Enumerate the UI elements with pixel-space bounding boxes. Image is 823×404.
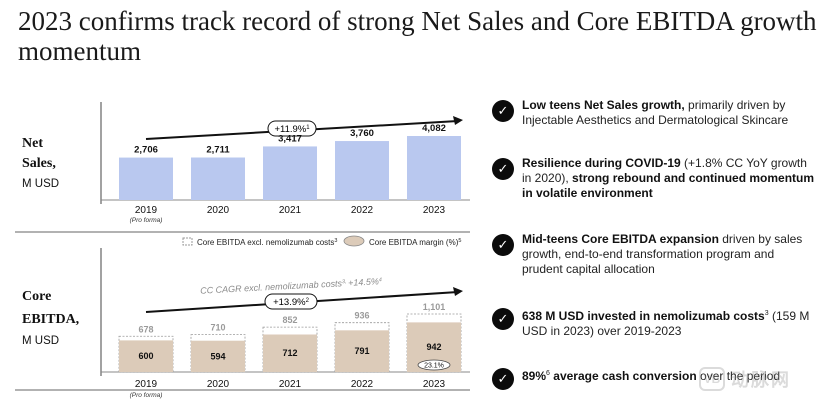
ebitda-year-label: 2019 — [135, 379, 158, 390]
watermark-text: 动脉网 — [731, 370, 791, 390]
net-sales-cagr-pill — [267, 120, 317, 137]
bullet-5: ✓ 89%6 average cash conversion over the … — [492, 366, 817, 390]
net-sales-cagr-label: +11.9%1 — [274, 124, 310, 135]
watermark-icon: VB — [699, 367, 725, 391]
net-sales-year-label: 2022 — [351, 205, 374, 216]
check-icon: ✓ — [492, 100, 514, 122]
net-sales-value-label: 2,706 — [134, 145, 158, 156]
ebitda-year-label: 2021 — [279, 379, 302, 390]
legend-costs-swatch — [182, 237, 193, 246]
net-sales-pro-forma-note: (Pro forma) — [130, 217, 163, 224]
net-sales-bar — [191, 157, 245, 200]
ebitda-excl-costs-label: 1,101 — [423, 302, 446, 312]
page-title: 2023 confirms track record of strong Net… — [18, 6, 817, 66]
ebitda-margin-pill — [417, 359, 451, 371]
bullet-1-text: Low teens Net Sales growth, primarily dr… — [522, 98, 789, 127]
net-sales-year-label: 2020 — [207, 205, 230, 216]
check-icon: ✓ — [492, 368, 514, 390]
ebitda-year-label: 2023 — [423, 379, 446, 390]
ebitda-cagr-label: +13.9%2 — [273, 297, 310, 308]
ebitda-arrow-head — [453, 287, 463, 296]
net-sales-value-label: 3,417 — [278, 133, 302, 144]
ebitda-label-line2: EBITDA, — [22, 312, 80, 327]
legend-costs-label: Core EBITDA excl. nemolizumab costs3 — [197, 238, 337, 247]
net-sales-bars: 2,706 2019 2,711 2020 3,417 2021 3,760 2022 4,08… — [119, 123, 461, 224]
ebitda-value-label: 594 — [210, 351, 225, 361]
net-sales-year-label: 2023 — [423, 205, 446, 216]
ebitda-excl-costs-label: 710 — [210, 323, 225, 333]
net-sales-value-label: 2,711 — [206, 144, 230, 155]
ebitda-bars: 678 600 2019 710 594 2020 852 712 2021 936 791 2022… — [118, 302, 462, 399]
legend-margin-label: Core EBITDA margin (%)5 — [369, 238, 461, 247]
net-sales-bar — [407, 136, 461, 200]
bullet-3: ✓ Mid-teens Core EBITDA expansion driven… — [492, 232, 817, 277]
ebitda-value-label: 712 — [282, 348, 297, 358]
check-icon: ✓ — [492, 308, 514, 330]
ebitda-bar — [335, 330, 389, 372]
bullet-2: ✓ Resilience during COVID-19 (+1.8% CC Y… — [492, 156, 817, 201]
ebitda-bar — [119, 340, 173, 372]
bullet-3-text: Mid-teens Core EBITDA expansion driven b… — [522, 232, 803, 276]
net-sales-bar — [119, 157, 173, 200]
net-sales-bar — [263, 146, 317, 200]
net-sales-year-label: 2021 — [279, 205, 302, 216]
net-sales-value-label: 4,082 — [422, 123, 446, 134]
ebitda-excl-costs-label: 852 — [282, 315, 297, 325]
ebitda-value-label: 791 — [354, 346, 369, 356]
bullet-4: ✓ 638 M USD invested in nemolizumab cost… — [492, 306, 817, 339]
ebitda-value-label: 600 — [138, 351, 153, 361]
ebitda-label-line1: Core — [22, 289, 52, 304]
ebitda-cagr-pill — [264, 293, 318, 310]
ebitda-excl-costs-label: 936 — [354, 311, 369, 321]
bullet-2-text: Resilience during COVID-19 (+1.8% CC YoY… — [522, 156, 815, 200]
ebitda-excl-costs-label: 678 — [138, 324, 153, 334]
net-sales-arrow-head — [453, 116, 463, 125]
net-sales-bar — [335, 141, 389, 200]
check-icon: ✓ — [492, 234, 514, 256]
cc-cagr-annotation: CC CAGR excl. nemolizumab costs3, +14.5%… — [200, 276, 382, 296]
net-sales-value-label: 3,760 — [350, 128, 374, 139]
bullet-1: ✓ Low teens Net Sales growth, primarily … — [492, 98, 817, 128]
ebitda-margin-label: 23.1% — [424, 363, 444, 370]
ebitda-value-label: 942 — [426, 342, 441, 352]
net-sales-unit: M USD — [22, 178, 60, 190]
ebitda-year-label: 2020 — [207, 379, 230, 390]
watermark-logo: VB 动脉网 — [699, 366, 809, 392]
ebitda-pro-forma-note: (Pro forma) — [130, 392, 163, 399]
check-icon: ✓ — [492, 158, 514, 180]
ebitda-bar — [263, 334, 317, 372]
bullet-4-text: 638 M USD invested in nemolizumab costs3… — [522, 309, 810, 338]
net-sales-label-line2: Sales, — [22, 156, 56, 171]
net-sales-year-label: 2019 — [135, 205, 158, 216]
ebitda-year-label: 2022 — [351, 379, 374, 390]
ebitda-bar — [191, 340, 245, 372]
charts: +11.9%1 Core EBITDA excl. nemolizumab co… — [15, 102, 470, 399]
net-sales-label-line1: Net — [22, 136, 43, 151]
ebitda-unit: M USD — [22, 335, 60, 347]
legend-margin-swatch — [343, 235, 365, 247]
